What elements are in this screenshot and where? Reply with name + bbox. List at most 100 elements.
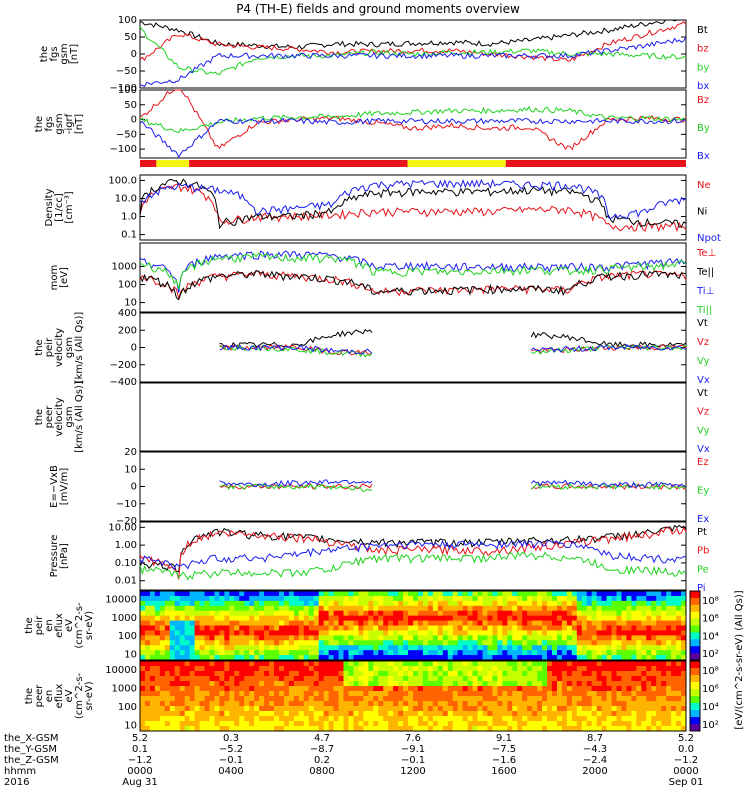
heatmap-cell	[388, 706, 394, 712]
heatmap-cell	[259, 630, 265, 636]
heatmap-cell	[393, 671, 399, 677]
heatmap-cell	[288, 686, 295, 692]
heatmap-cell	[641, 655, 647, 661]
heatmap-cell	[507, 625, 513, 631]
heatmap-cell	[274, 595, 280, 602]
heatmap-cell	[313, 706, 320, 712]
heatmap-cell	[174, 696, 181, 702]
heatmap-cell	[393, 666, 399, 672]
heatmap-cell	[626, 600, 632, 607]
heatmap-cell	[249, 681, 255, 687]
heatmap-cell	[159, 595, 166, 602]
heatmap-cell	[363, 625, 369, 631]
heatmap-cell	[194, 676, 201, 682]
heatmap-cell	[204, 721, 210, 727]
heatmap-cell	[482, 696, 488, 702]
heatmap-cell	[477, 600, 483, 607]
heatmap-cell	[507, 620, 513, 626]
heatmap-cell	[174, 681, 181, 687]
heatmap-cell	[611, 671, 618, 677]
heatmap-cell	[209, 661, 215, 667]
heatmap-cell	[179, 721, 186, 727]
heatmap-cell	[204, 635, 210, 641]
heatmap-cell	[293, 595, 300, 602]
heatmap-cell	[169, 595, 176, 602]
heatmap-cell	[482, 605, 488, 612]
heatmap-cell	[671, 696, 677, 702]
heatmap-cell	[303, 666, 310, 672]
heatmap-cell	[591, 716, 598, 722]
heatmap-cell	[363, 605, 369, 612]
heatmap-cell	[179, 686, 186, 692]
heatmap-cell	[427, 600, 434, 607]
heatmap-cell	[507, 676, 513, 682]
heatmap-cell	[512, 661, 518, 667]
panel-ylabel: E=−VxB [mV/m]	[49, 465, 70, 508]
heatmap-cell	[576, 716, 583, 722]
heatmap-cell	[427, 726, 434, 732]
heatmap-cell	[422, 600, 429, 607]
heatmap-cell	[383, 696, 389, 702]
heatmap-cell	[596, 595, 603, 602]
xaxis-value: 0800	[309, 766, 334, 777]
heatmap-cell	[174, 706, 181, 712]
heatmap-cell	[561, 681, 568, 687]
heatmap-cell	[328, 645, 335, 651]
heatmap-cell	[413, 676, 419, 682]
heatmap-cell	[447, 711, 454, 717]
heatmap-cell	[591, 635, 598, 641]
heatmap-cell	[219, 661, 225, 667]
heatmap-cell	[283, 726, 290, 732]
heatmap-cell	[502, 600, 508, 607]
heatmap-cell	[403, 691, 409, 697]
heatmap-cell	[239, 650, 245, 656]
heatmap-cell	[363, 620, 369, 626]
heatmap-cell	[551, 661, 558, 667]
heatmap-cell	[323, 600, 330, 607]
ytick-label: 100.0	[108, 175, 137, 186]
colorbar-tick: 10⁴	[702, 631, 719, 642]
heatmap-cell	[591, 686, 598, 692]
heatmap-cell	[169, 726, 176, 732]
heatmap-cell	[551, 655, 558, 661]
ylabel-line: peer	[34, 684, 45, 708]
heatmap-cell	[383, 605, 389, 612]
heatmap-cell	[269, 701, 275, 707]
heatmap-cell	[482, 630, 488, 636]
heatmap-cell	[576, 610, 583, 617]
heatmap-cell	[621, 595, 627, 602]
heatmap-cell	[328, 625, 335, 631]
series-line	[219, 328, 687, 349]
heatmap-cell	[417, 630, 424, 636]
heatmap-cell	[343, 696, 349, 702]
heatmap-cell	[507, 635, 513, 641]
heatmap-cell	[199, 726, 206, 732]
heatmap-cell	[249, 711, 255, 717]
heatmap-cell	[681, 645, 687, 651]
heatmap-cell	[606, 630, 613, 636]
heatmap-cell	[378, 691, 384, 697]
heatmap-cell	[244, 600, 250, 607]
heatmap-cell	[214, 600, 220, 607]
heatmap-cell	[422, 681, 429, 687]
heatmap-cell	[323, 691, 330, 697]
heatmap-cell	[333, 615, 340, 622]
heatmap-cell	[432, 661, 439, 667]
colorbar-segment	[690, 597, 700, 606]
heatmap-cell	[661, 640, 667, 646]
heatmap-cell	[214, 676, 220, 682]
heatmap-cell	[174, 610, 181, 617]
heatmap-cell	[477, 681, 483, 687]
heatmap-cell	[398, 645, 404, 651]
heatmap-cell	[269, 716, 275, 722]
heatmap-cell	[631, 716, 637, 722]
heatmap-cell	[383, 681, 389, 687]
colorbar-segment	[690, 710, 700, 718]
heatmap-cell	[229, 595, 235, 602]
heatmap-cell	[576, 721, 583, 727]
heatmap-cell	[184, 701, 191, 707]
heatmap-cell	[547, 645, 553, 651]
heatmap-cell	[383, 595, 389, 602]
heatmap-cell	[363, 681, 369, 687]
heatmap-cell	[179, 595, 186, 602]
